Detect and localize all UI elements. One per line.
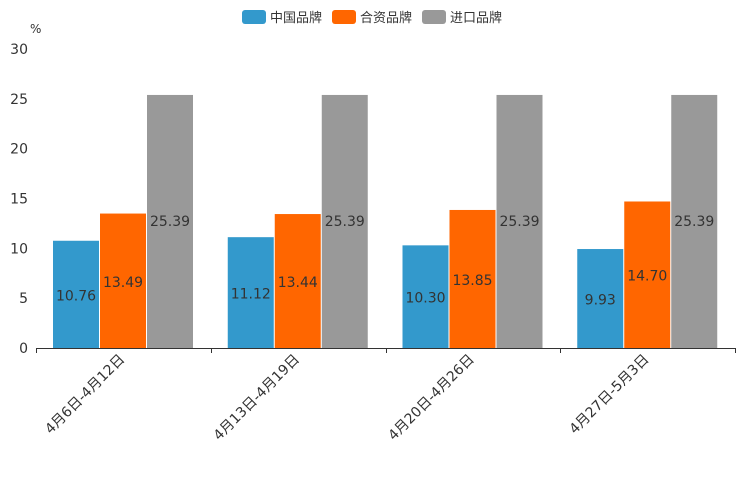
bar[interactable] bbox=[100, 213, 146, 348]
data-label: 10.30 bbox=[405, 291, 445, 307]
data-label: 25.39 bbox=[150, 214, 190, 230]
legend-swatch bbox=[241, 9, 266, 24]
data-label: 25.39 bbox=[499, 214, 539, 230]
bar[interactable] bbox=[274, 214, 321, 348]
data-label: 25.39 bbox=[325, 214, 365, 230]
x-tick-label: 4月27日-5月3日 bbox=[566, 352, 652, 438]
legend-item[interactable]: 进口品牌 bbox=[422, 7, 502, 26]
y-axis-label: % bbox=[30, 22, 41, 36]
bar[interactable] bbox=[671, 94, 718, 348]
x-tick-label: 4月6日-4月12日 bbox=[42, 352, 128, 438]
data-label: 25.39 bbox=[674, 214, 714, 230]
bar[interactable] bbox=[624, 201, 671, 348]
legend-item[interactable]: 合资品牌 bbox=[331, 7, 412, 26]
bar[interactable] bbox=[147, 94, 193, 348]
y-tick-label: 30 bbox=[10, 42, 28, 58]
y-tick-label: 25 bbox=[10, 92, 28, 108]
data-label: 13.44 bbox=[278, 275, 318, 291]
bar[interactable] bbox=[53, 240, 99, 348]
bar[interactable] bbox=[321, 94, 368, 348]
data-label: 13.49 bbox=[103, 275, 143, 291]
bar[interactable] bbox=[449, 209, 496, 348]
data-label: 10.76 bbox=[56, 288, 96, 304]
y-tick-label: 20 bbox=[10, 142, 28, 158]
legend: 中国品牌 合资品牌 进口品牌 bbox=[0, 7, 744, 26]
y-tick-label: 5 bbox=[19, 291, 28, 307]
legend-swatch bbox=[422, 9, 446, 24]
x-tick-label: 4月13日-4月19日 bbox=[211, 352, 303, 444]
y-tick-label: 0 bbox=[19, 341, 28, 357]
legend-item[interactable]: 中国品牌 bbox=[241, 7, 322, 26]
legend-label: 合资品牌 bbox=[359, 11, 412, 26]
bar[interactable] bbox=[496, 94, 543, 348]
bar[interactable] bbox=[577, 249, 624, 348]
bar[interactable] bbox=[402, 245, 449, 348]
legend-swatch bbox=[331, 9, 356, 24]
data-label: 9.93 bbox=[585, 293, 616, 309]
legend-label: 中国品牌 bbox=[269, 11, 322, 26]
data-label: 14.70 bbox=[627, 269, 667, 285]
y-tick-label: 15 bbox=[10, 192, 28, 208]
x-tick-label: 4月20日-4月26日 bbox=[385, 352, 477, 444]
data-label: 11.12 bbox=[231, 287, 271, 303]
y-tick-label: 10 bbox=[10, 241, 28, 257]
legend-label: 进口品牌 bbox=[450, 11, 503, 26]
bar[interactable] bbox=[227, 237, 274, 348]
data-label: 13.85 bbox=[452, 273, 492, 289]
